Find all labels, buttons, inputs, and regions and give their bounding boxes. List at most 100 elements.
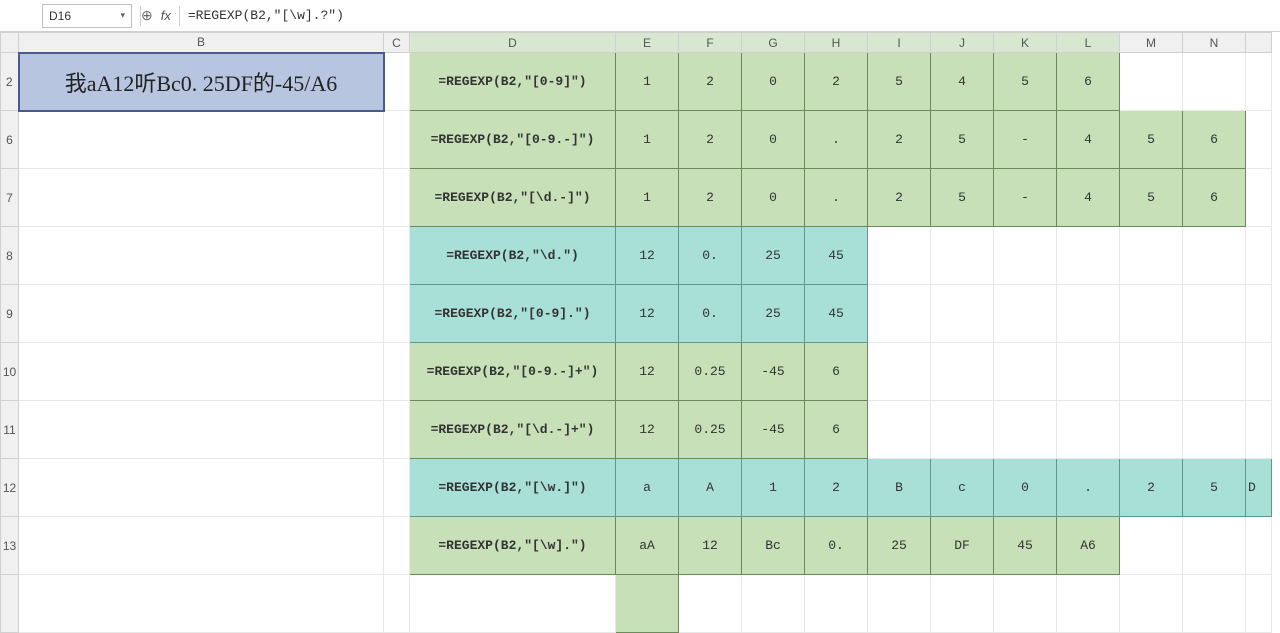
- cell[interactable]: [1120, 575, 1183, 633]
- result-cell[interactable]: aA: [616, 517, 679, 575]
- result-cell[interactable]: 4: [931, 53, 994, 111]
- result-cell[interactable]: 5: [868, 53, 931, 111]
- result-cell[interactable]: 2: [679, 169, 742, 227]
- cell[interactable]: [1246, 401, 1272, 459]
- result-cell[interactable]: 2: [1120, 459, 1183, 517]
- result-cell[interactable]: .: [1057, 459, 1120, 517]
- cell[interactable]: [19, 401, 384, 459]
- result-cell[interactable]: 2: [679, 111, 742, 169]
- result-cell[interactable]: [1120, 401, 1183, 459]
- cell[interactable]: [384, 285, 410, 343]
- result-cell[interactable]: [1120, 53, 1183, 111]
- result-cell[interactable]: 25: [742, 285, 805, 343]
- cell[interactable]: [805, 575, 868, 633]
- result-cell[interactable]: 25: [742, 227, 805, 285]
- result-cell[interactable]: [1120, 343, 1183, 401]
- cell[interactable]: [384, 169, 410, 227]
- result-cell[interactable]: 0.25: [679, 401, 742, 459]
- result-cell[interactable]: 0.25: [679, 343, 742, 401]
- result-cell[interactable]: 5: [1120, 169, 1183, 227]
- result-cell[interactable]: 45: [805, 285, 868, 343]
- result-cell[interactable]: 1: [616, 169, 679, 227]
- result-cell[interactable]: 1: [742, 459, 805, 517]
- result-cell[interactable]: Bc: [742, 517, 805, 575]
- formula-cell[interactable]: =REGEXP(B2,"[\d.-]+"): [410, 401, 616, 459]
- cell[interactable]: [994, 575, 1057, 633]
- result-cell[interactable]: [931, 227, 994, 285]
- cell[interactable]: [384, 53, 410, 111]
- cell[interactable]: [19, 111, 384, 169]
- result-cell[interactable]: [1183, 343, 1246, 401]
- result-cell[interactable]: DF: [931, 517, 994, 575]
- result-cell[interactable]: 6: [805, 343, 868, 401]
- result-cell[interactable]: [868, 401, 931, 459]
- result-cell[interactable]: [1120, 517, 1183, 575]
- formula-cell[interactable]: =REGEXP(B2,"[0-9]."): [410, 285, 616, 343]
- result-cell[interactable]: [931, 401, 994, 459]
- result-cell[interactable]: [1057, 343, 1120, 401]
- formula-input[interactable]: [188, 8, 1274, 23]
- column-header[interactable]: J: [931, 33, 994, 53]
- result-cell[interactable]: 45: [805, 227, 868, 285]
- result-cell[interactable]: [1183, 285, 1246, 343]
- result-cell[interactable]: 12: [616, 227, 679, 285]
- result-cell[interactable]: 0: [742, 111, 805, 169]
- result-cell[interactable]: 1: [616, 111, 679, 169]
- result-cell[interactable]: 0: [742, 169, 805, 227]
- cell[interactable]: [742, 575, 805, 633]
- cell[interactable]: D: [1246, 459, 1272, 517]
- result-cell[interactable]: 4: [1057, 111, 1120, 169]
- result-cell[interactable]: [868, 285, 931, 343]
- result-cell[interactable]: 2: [805, 459, 868, 517]
- result-cell[interactable]: [1183, 53, 1246, 111]
- cell[interactable]: [410, 575, 616, 633]
- row-header[interactable]: 12: [1, 459, 19, 517]
- result-cell[interactable]: 0.: [805, 517, 868, 575]
- cell[interactable]: [1246, 169, 1272, 227]
- column-header[interactable]: [1246, 33, 1272, 53]
- formula-cell[interactable]: =REGEXP(B2,"\d."): [410, 227, 616, 285]
- cell[interactable]: [384, 575, 410, 633]
- cell[interactable]: [384, 227, 410, 285]
- result-cell[interactable]: 2: [805, 53, 868, 111]
- row-header[interactable]: 11: [1, 401, 19, 459]
- row-header[interactable]: 9: [1, 285, 19, 343]
- cell[interactable]: [1246, 53, 1272, 111]
- result-cell[interactable]: 0.: [679, 285, 742, 343]
- result-cell[interactable]: [931, 285, 994, 343]
- cell[interactable]: [679, 575, 742, 633]
- cell[interactable]: [19, 285, 384, 343]
- result-cell[interactable]: [1120, 285, 1183, 343]
- cell[interactable]: [19, 227, 384, 285]
- cell[interactable]: [868, 575, 931, 633]
- chevron-down-icon[interactable]: ▾: [120, 10, 125, 21]
- result-cell[interactable]: [868, 227, 931, 285]
- result-cell[interactable]: [1183, 227, 1246, 285]
- formula-cell[interactable]: =REGEXP(B2,"[0-9]"): [410, 53, 616, 111]
- formula-cell[interactable]: =REGEXP(B2,"[0-9.-]+"): [410, 343, 616, 401]
- result-cell[interactable]: 2: [868, 111, 931, 169]
- cell[interactable]: [931, 575, 994, 633]
- result-cell[interactable]: [994, 401, 1057, 459]
- formula-cell[interactable]: =REGEXP(B2,"[0-9.-]"): [410, 111, 616, 169]
- result-cell[interactable]: a: [616, 459, 679, 517]
- result-cell[interactable]: 2: [679, 53, 742, 111]
- result-cell[interactable]: 0: [994, 459, 1057, 517]
- result-cell[interactable]: [868, 343, 931, 401]
- formula-cell[interactable]: =REGEXP(B2,"[\d.-]"): [410, 169, 616, 227]
- cell-B2[interactable]: 我aA12听Bc0. 25DF的-45/A6: [19, 53, 384, 111]
- column-header[interactable]: I: [868, 33, 931, 53]
- result-cell[interactable]: 12: [616, 285, 679, 343]
- spreadsheet-grid[interactable]: BCDEFGHIJKLMN2我aA12听Bc0. 25DF的-45/A6=REG…: [0, 32, 1280, 633]
- row-header[interactable]: 8: [1, 227, 19, 285]
- result-cell[interactable]: A: [679, 459, 742, 517]
- result-cell[interactable]: [1183, 517, 1246, 575]
- result-cell[interactable]: .: [805, 111, 868, 169]
- result-cell[interactable]: 6: [1183, 111, 1246, 169]
- cell[interactable]: [19, 517, 384, 575]
- result-cell[interactable]: [994, 227, 1057, 285]
- result-cell[interactable]: [994, 285, 1057, 343]
- search-icon[interactable]: ⊕: [141, 7, 153, 24]
- row-header[interactable]: 7: [1, 169, 19, 227]
- result-cell[interactable]: 2: [868, 169, 931, 227]
